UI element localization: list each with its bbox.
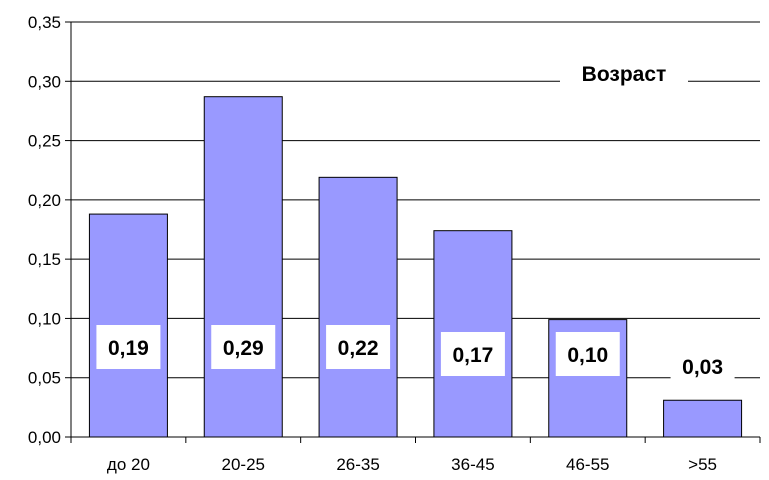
- x-tick-label: 36-45: [451, 455, 494, 474]
- x-tick-label: 20-25: [222, 455, 265, 474]
- x-tick-label: до 20: [107, 455, 150, 474]
- chart-title-background: [560, 55, 688, 91]
- bar: [203, 96, 283, 438]
- data-label: 0,10: [567, 344, 608, 367]
- y-tick-label: 0,25: [28, 132, 61, 151]
- data-label-background: [440, 332, 505, 376]
- y-tick-label: 0,35: [28, 13, 61, 32]
- y-tick-label: 0,05: [28, 369, 61, 388]
- y-tick-label: 0,00: [28, 428, 61, 447]
- x-tick-label: 26-35: [336, 455, 379, 474]
- y-tick-label: 0,10: [28, 309, 61, 328]
- y-tick-label: 0,30: [28, 72, 61, 91]
- x-tick-label: >55: [688, 455, 717, 474]
- bar: [663, 399, 743, 438]
- data-label-background: [670, 344, 735, 388]
- data-label: 0,19: [108, 337, 149, 360]
- y-tick-labels: 0,00 0,05 0,10 0,15 0,20 0,25 0,30 0,35: [28, 13, 61, 447]
- data-label: 0,22: [338, 337, 379, 360]
- axes: [65, 21, 761, 443]
- data-label: 0,17: [452, 344, 493, 367]
- data-label-background: [211, 325, 276, 369]
- chart-title: Возраст: [582, 63, 667, 86]
- data-labels: 0,19 0,29 0,22 0,17 0,10 0,03: [96, 325, 735, 388]
- bar: [318, 176, 398, 438]
- data-label-background: [96, 325, 161, 369]
- chart-title-group: Возраст: [560, 55, 688, 91]
- y-tick-label: 0,20: [28, 191, 61, 210]
- data-label: 0,29: [223, 337, 264, 360]
- data-label-background: [555, 332, 620, 376]
- data-label-background: [326, 325, 391, 369]
- x-tick-label: 46-55: [566, 455, 609, 474]
- data-label: 0,03: [682, 356, 723, 379]
- y-tick-label: 0,15: [28, 250, 61, 269]
- x-tick-labels: до 20 20-25 26-35 36-45 46-55 >55: [107, 455, 717, 474]
